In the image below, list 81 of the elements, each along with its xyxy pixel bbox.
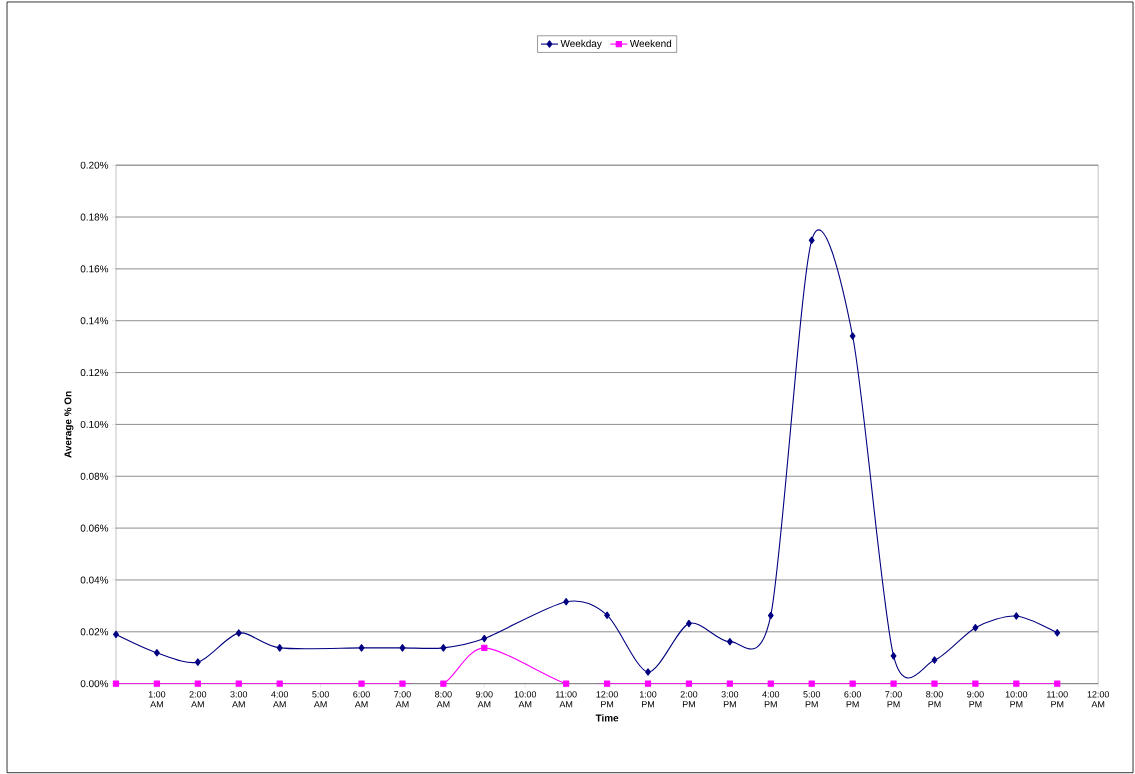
y-tick-label: 0.04%: [80, 576, 109, 584]
y-tick-label: 0.02%: [80, 628, 109, 636]
point: [849, 332, 856, 340]
y-tick-label: 0.06%: [80, 524, 109, 532]
x-tick-label: 6:00 PM: [844, 691, 861, 708]
x-tick-label: 10:00 PM: [1005, 691, 1028, 708]
x-tick-label: 9:00 PM: [967, 691, 984, 708]
point: [481, 644, 488, 651]
point: [1054, 629, 1061, 637]
x-tick-label: 12:00 AM: [1087, 691, 1110, 708]
point: [726, 680, 733, 687]
point: [481, 634, 488, 643]
point: [1013, 680, 1020, 687]
x-tick-label: 3:00 AM: [230, 691, 248, 708]
x-tick-label: 2:00 AM: [189, 691, 207, 708]
y-tick-label: 0.12%: [80, 368, 109, 376]
x-tick-label: 10:00 AM: [514, 691, 537, 708]
x-tick-label: 3:00 PM: [721, 691, 739, 708]
point: [1054, 680, 1061, 687]
y-tick-label: 0.16%: [80, 265, 109, 273]
point: [604, 611, 611, 619]
y-tick-label: 0.14%: [80, 317, 109, 325]
x-tick-label: 12:00 PM: [596, 691, 618, 708]
point: [931, 680, 938, 687]
x-tick-label: 1:00 AM: [148, 691, 166, 708]
x-tick-label: 8:00 PM: [926, 691, 943, 708]
y-tick-label: 0.20%: [80, 161, 109, 169]
point: [153, 680, 161, 687]
point: [644, 680, 652, 687]
point: [563, 597, 570, 606]
legend-label: Weekday: [560, 39, 602, 49]
x-tick-label: 9:00 AM: [476, 691, 493, 708]
point: [440, 680, 447, 687]
point: [358, 680, 365, 687]
x-tick-label: 7:00 AM: [394, 691, 411, 708]
point: [726, 637, 733, 646]
x-tick-label: 11:00 PM: [1047, 691, 1068, 708]
point: [685, 680, 693, 687]
x-tick-label: 4:00 AM: [271, 691, 289, 708]
point: [972, 680, 979, 687]
x-tick-label: 5:00 PM: [803, 691, 821, 708]
y-tick-label: 0.10%: [80, 420, 109, 428]
legend-label: Weekend: [629, 39, 672, 47]
y-axis-title: Average % On: [64, 391, 74, 458]
point: [358, 644, 365, 652]
point: [849, 680, 856, 687]
point: [112, 680, 120, 687]
y-tick-label: 0.18%: [80, 213, 109, 221]
point: [153, 648, 160, 657]
x-tick-label: 5:00 AM: [312, 691, 329, 708]
y-tick-label: 0.00%: [80, 680, 109, 688]
x-tick-label: 1:00 PM: [639, 691, 657, 708]
point: [931, 656, 938, 664]
x-tick-label: 7:00 PM: [885, 691, 902, 708]
point: [767, 611, 774, 620]
point: [194, 680, 201, 687]
point: [194, 658, 201, 666]
point: [645, 668, 651, 676]
point: [276, 644, 283, 652]
point: [399, 680, 406, 687]
point: [440, 644, 447, 652]
point: [890, 652, 897, 660]
point: [808, 236, 815, 244]
x-tick-label: 8:00 AM: [435, 691, 452, 708]
x-tick-label: 11:00 AM: [555, 691, 577, 708]
point: [235, 629, 242, 637]
point: [603, 680, 611, 687]
x-tick-label: 6:00 AM: [353, 691, 370, 708]
point: [563, 680, 570, 687]
point: [890, 680, 897, 687]
x-axis-title: Time: [595, 714, 619, 722]
point: [972, 623, 979, 632]
y-tick-label: 0.08%: [80, 472, 109, 480]
point: [276, 680, 283, 687]
point: [1013, 612, 1020, 620]
point: [399, 644, 406, 652]
point: [808, 680, 815, 687]
point: [235, 680, 242, 687]
x-tick-label: 2:00 PM: [680, 691, 698, 708]
x-tick-label: 4:00 PM: [762, 691, 780, 708]
point: [767, 680, 774, 687]
